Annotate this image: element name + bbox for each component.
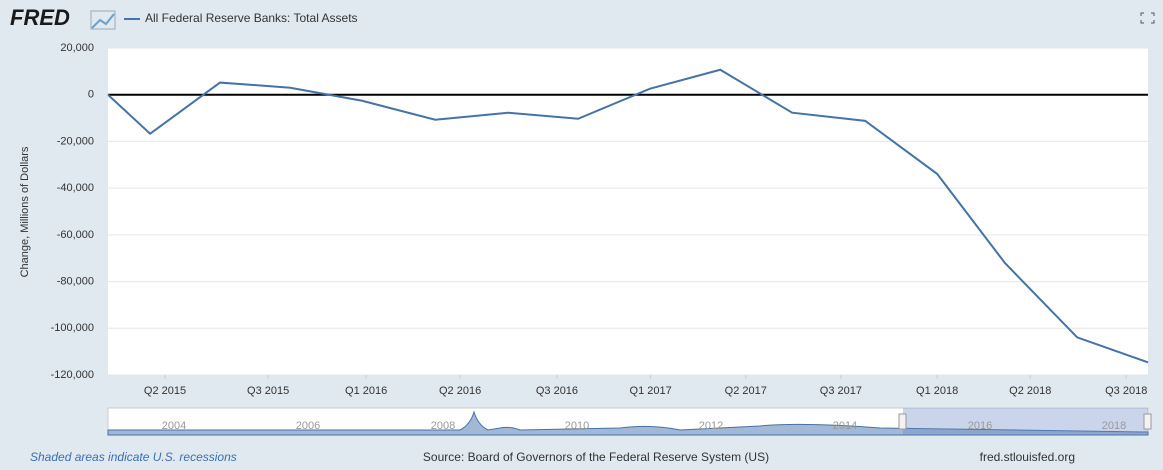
y-tick-label: -60,000 [57, 229, 94, 241]
x-tick-label: Q1 2016 [345, 385, 387, 397]
navigator-label: 2004 [162, 420, 186, 432]
y-tick-label: 0 [88, 89, 94, 101]
navigator-label: 2010 [565, 420, 589, 432]
navigator-series [107, 410, 1149, 436]
x-tick-label: Q2 2015 [144, 385, 186, 397]
navigator-handle[interactable] [898, 413, 907, 430]
x-tick-label: Q2 2016 [439, 385, 481, 397]
y-tick-label: 20,000 [60, 42, 94, 54]
navigator-handle[interactable] [1143, 413, 1152, 430]
navigator-label: 2008 [431, 420, 455, 432]
y-tick-label: -120,000 [51, 369, 94, 381]
source: Source: Board of Governors of the Federa… [423, 450, 769, 464]
y-axis-label: Change, Millions of Dollars [19, 146, 31, 277]
y-tick-label: -40,000 [57, 182, 94, 194]
navigator-label: 2006 [296, 420, 320, 432]
x-tick-label: Q3 2015 [247, 385, 289, 397]
x-tick-label: Q1 2017 [630, 385, 672, 397]
x-tick-label: Q2 2017 [725, 385, 767, 397]
navigator-label: 2016 [968, 420, 992, 432]
y-tick-label: -100,000 [51, 322, 94, 334]
logo: FRED [10, 5, 70, 30]
series-line [107, 68, 1149, 364]
fullscreen-icon[interactable] [1140, 12, 1155, 24]
navigator-label: 2014 [833, 420, 857, 432]
logo-icon [91, 13, 115, 29]
y-tick-label: -20,000 [57, 135, 94, 147]
recession-note: Shaded areas indicate U.S. recessions [30, 450, 237, 464]
plot-area [108, 48, 1148, 375]
x-tick-label: Q2 2018 [1009, 385, 1051, 397]
navigator-selection[interactable] [903, 408, 1148, 435]
site: fred.stlouisfed.org [980, 450, 1075, 464]
logo-box [90, 10, 116, 30]
x-tick-label: Q1 2018 [916, 385, 958, 397]
x-tick-label: Q3 2017 [820, 385, 862, 397]
x-tick-label: Q3 2018 [1105, 385, 1147, 397]
navigator-label: 2012 [699, 420, 723, 432]
navigator-label: 2018 [1102, 420, 1126, 432]
x-tick-label: Q3 2016 [536, 385, 578, 397]
legend-label: All Federal Reserve Banks: Total Assets [145, 11, 358, 25]
y-tick-label: -80,000 [57, 275, 94, 287]
